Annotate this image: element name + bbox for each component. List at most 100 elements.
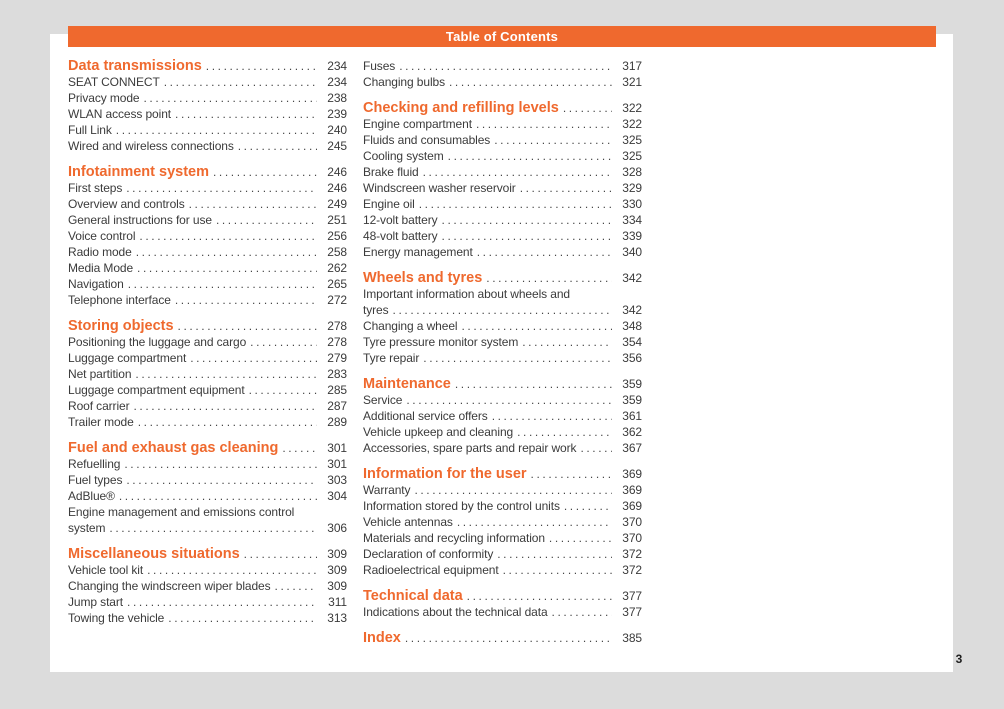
toc-entry: Privacy mode 238 <box>68 90 347 106</box>
entry-label: Fuel types <box>68 473 123 487</box>
entry-page-number: 370 <box>622 531 642 545</box>
entry-page-number: 287 <box>327 399 347 413</box>
entry-page-number: 329 <box>622 181 642 195</box>
entry-page-number: 334 <box>622 213 642 227</box>
dot-leader <box>136 244 317 260</box>
toc-entry: Positioning the luggage and cargo 278 <box>68 334 347 350</box>
entry-page-number: 356 <box>622 351 642 365</box>
toc-entry: First steps 246 <box>68 180 347 196</box>
toc-entry: system 306 <box>68 520 347 536</box>
toc-entry: Telephone interface 272 <box>68 292 347 308</box>
entry-label: Wired and wireless connections <box>68 139 234 153</box>
entry-page-number: 301 <box>327 441 347 455</box>
dot-leader <box>238 138 317 154</box>
entry-label: Positioning the luggage and cargo <box>68 335 247 349</box>
dot-leader <box>178 318 317 334</box>
entry-label: Overview and controls <box>68 197 185 211</box>
toc-entry: Voice control 256 <box>68 228 347 244</box>
entry-page-number: 234 <box>327 75 347 89</box>
toc-entry: Luggage compartment 279 <box>68 350 347 366</box>
toc-entry: Changing bulbs 321 <box>363 74 642 90</box>
entry-page-number: 369 <box>622 483 642 497</box>
entry-label: 48-volt battery <box>363 229 438 243</box>
entry-label: Energy management <box>363 245 473 259</box>
toc-section-heading: Fuel and exhaust gas cleaning 301 <box>68 440 347 456</box>
entry-page-number: 272 <box>327 293 347 307</box>
dot-leader <box>492 408 612 424</box>
toc-entry: Towing the vehicle 313 <box>68 610 347 626</box>
entry-label: Towing the vehicle <box>68 611 165 625</box>
toc-entry: Roof carrier 287 <box>68 398 347 414</box>
toc-section-heading: Index 385 <box>363 630 642 646</box>
entry-page-number: 339 <box>622 229 642 243</box>
entry-page-number: 361 <box>622 409 642 423</box>
entry-label: Windscreen washer reservoir <box>363 181 516 195</box>
entry-label: SEAT CONNECT <box>68 75 160 89</box>
toc-entry: Engine management and emissions control <box>68 504 347 520</box>
dot-leader <box>419 196 612 212</box>
toc-entry: Windscreen washer reservoir 329 <box>363 180 642 196</box>
entry-page-number: 369 <box>622 467 642 481</box>
dot-leader <box>249 382 317 398</box>
entry-page-number: 278 <box>327 319 347 333</box>
entry-page-number: 325 <box>622 133 642 147</box>
entry-page-number: 249 <box>327 197 347 211</box>
toc-entry: 12-volt battery 334 <box>363 212 642 228</box>
dot-leader <box>119 488 317 504</box>
toc-entry: Accessories, spare parts and repair work… <box>363 440 642 456</box>
dot-leader <box>494 132 612 148</box>
toc-section-heading: Wheels and tyres 342 <box>363 270 642 286</box>
entry-label: tyres <box>363 303 389 317</box>
section-title: Infotainment system <box>68 164 209 180</box>
toc-entry: Fuses 317 <box>363 58 642 74</box>
toc-section: Index 385 <box>363 630 642 646</box>
entry-page-number: 240 <box>327 123 347 137</box>
entry-label: Net partition <box>68 367 132 381</box>
toc-section: Technical data377Indications about the t… <box>363 588 642 620</box>
entry-page-number: 246 <box>327 165 347 179</box>
entry-label: Roof carrier <box>68 399 130 413</box>
entry-page-number: 246 <box>327 181 347 195</box>
toc-entry: Wired and wireless connections 245 <box>68 138 347 154</box>
dot-leader <box>168 610 317 626</box>
toc-entry: Refuelling 301 <box>68 456 347 472</box>
entry-page-number: 372 <box>622 563 642 577</box>
entry-label: Vehicle upkeep and cleaning <box>363 425 514 439</box>
dot-leader <box>423 350 612 366</box>
entry-page-number: 354 <box>622 335 642 349</box>
entry-page-number: 322 <box>622 101 642 115</box>
section-title: Maintenance <box>363 376 451 392</box>
toc-entry: Declaration of conformity 372 <box>363 546 642 562</box>
entry-page-number: 328 <box>622 165 642 179</box>
dot-leader <box>135 366 317 382</box>
dot-leader <box>124 456 317 472</box>
toc-entry: Materials and recycling information 370 <box>363 530 642 546</box>
entry-page-number: 301 <box>327 457 347 471</box>
toc-entry: Indications about the technical data 377 <box>363 604 642 620</box>
toc-section-heading: Maintenance 359 <box>363 376 642 392</box>
section-title: Miscellaneous situations <box>68 546 240 562</box>
dot-leader <box>457 514 612 530</box>
dot-leader <box>467 588 612 604</box>
dot-leader <box>133 398 317 414</box>
toc-entry: Radio mode 258 <box>68 244 347 260</box>
entry-page-number: 306 <box>327 521 347 535</box>
entry-page-number: 251 <box>327 213 347 227</box>
entry-page-number: 359 <box>622 393 642 407</box>
entry-page-number: 289 <box>327 415 347 429</box>
toc-section: Checking and refilling levels322Engine c… <box>363 100 642 260</box>
toc-entry: Vehicle upkeep and cleaning 362 <box>363 424 642 440</box>
dot-leader <box>477 244 612 260</box>
toc-section-heading: Data transmissions 234 <box>68 58 347 74</box>
toc-entry: SEAT CONNECT 234 <box>68 74 347 90</box>
dot-leader <box>442 212 612 228</box>
toc-section-heading: Infotainment system 246 <box>68 164 347 180</box>
entry-page-number: 283 <box>327 367 347 381</box>
entry-page-number: 377 <box>622 605 642 619</box>
dot-leader <box>147 562 317 578</box>
toc-section-heading: Technical data 377 <box>363 588 642 604</box>
entry-label: Materials and recycling information <box>363 531 545 545</box>
toc-entry: Vehicle antennas 370 <box>363 514 642 530</box>
entry-label: Engine management and emissions control <box>68 505 295 519</box>
entry-page-number: 304 <box>327 489 347 503</box>
